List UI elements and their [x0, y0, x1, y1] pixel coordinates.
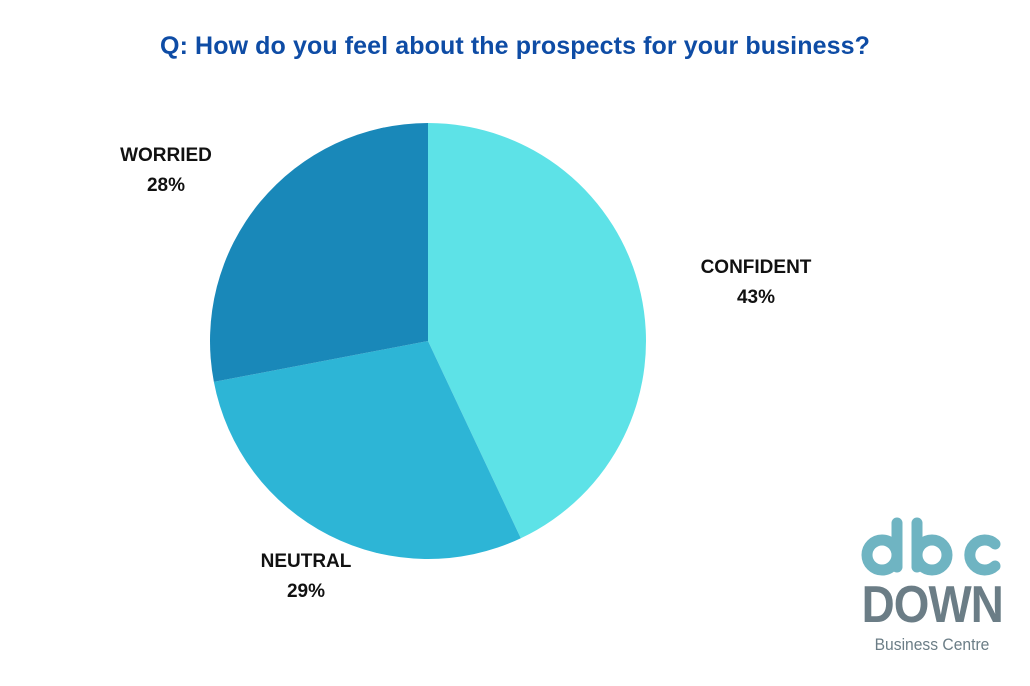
- pie-slice-neutral: [213, 341, 521, 559]
- slice-label-confident-name: CONFIDENT: [700, 257, 812, 278]
- slice-label-worried-value: 28%: [146, 175, 186, 196]
- chart-title: Q: How do you feel about the prospects f…: [160, 32, 870, 60]
- pie-slice-worried: [209, 123, 428, 382]
- slice-label-worried-name: WORRIED: [120, 145, 212, 166]
- slice-label-worried: WORRIED 28%: [66, 141, 266, 201]
- pie-slices: [209, 123, 646, 559]
- slice-label-neutral: NEUTRAL 29%: [206, 547, 406, 607]
- slice-label-neutral-value: 29%: [286, 581, 326, 602]
- dbc-logo-mark: [861, 517, 1001, 576]
- down-business-centre-logo: DOWN Business Centre: [852, 515, 1012, 665]
- slice-label-neutral-name: NEUTRAL: [260, 551, 352, 572]
- slice-label-confident-value: 43%: [736, 287, 776, 308]
- logo-subtitle: Business Centre: [874, 635, 990, 654]
- slice-label-confident: CONFIDENT 43%: [656, 253, 856, 313]
- logo-name: DOWN: [861, 576, 1004, 634]
- pie-slice-confident: [428, 123, 646, 539]
